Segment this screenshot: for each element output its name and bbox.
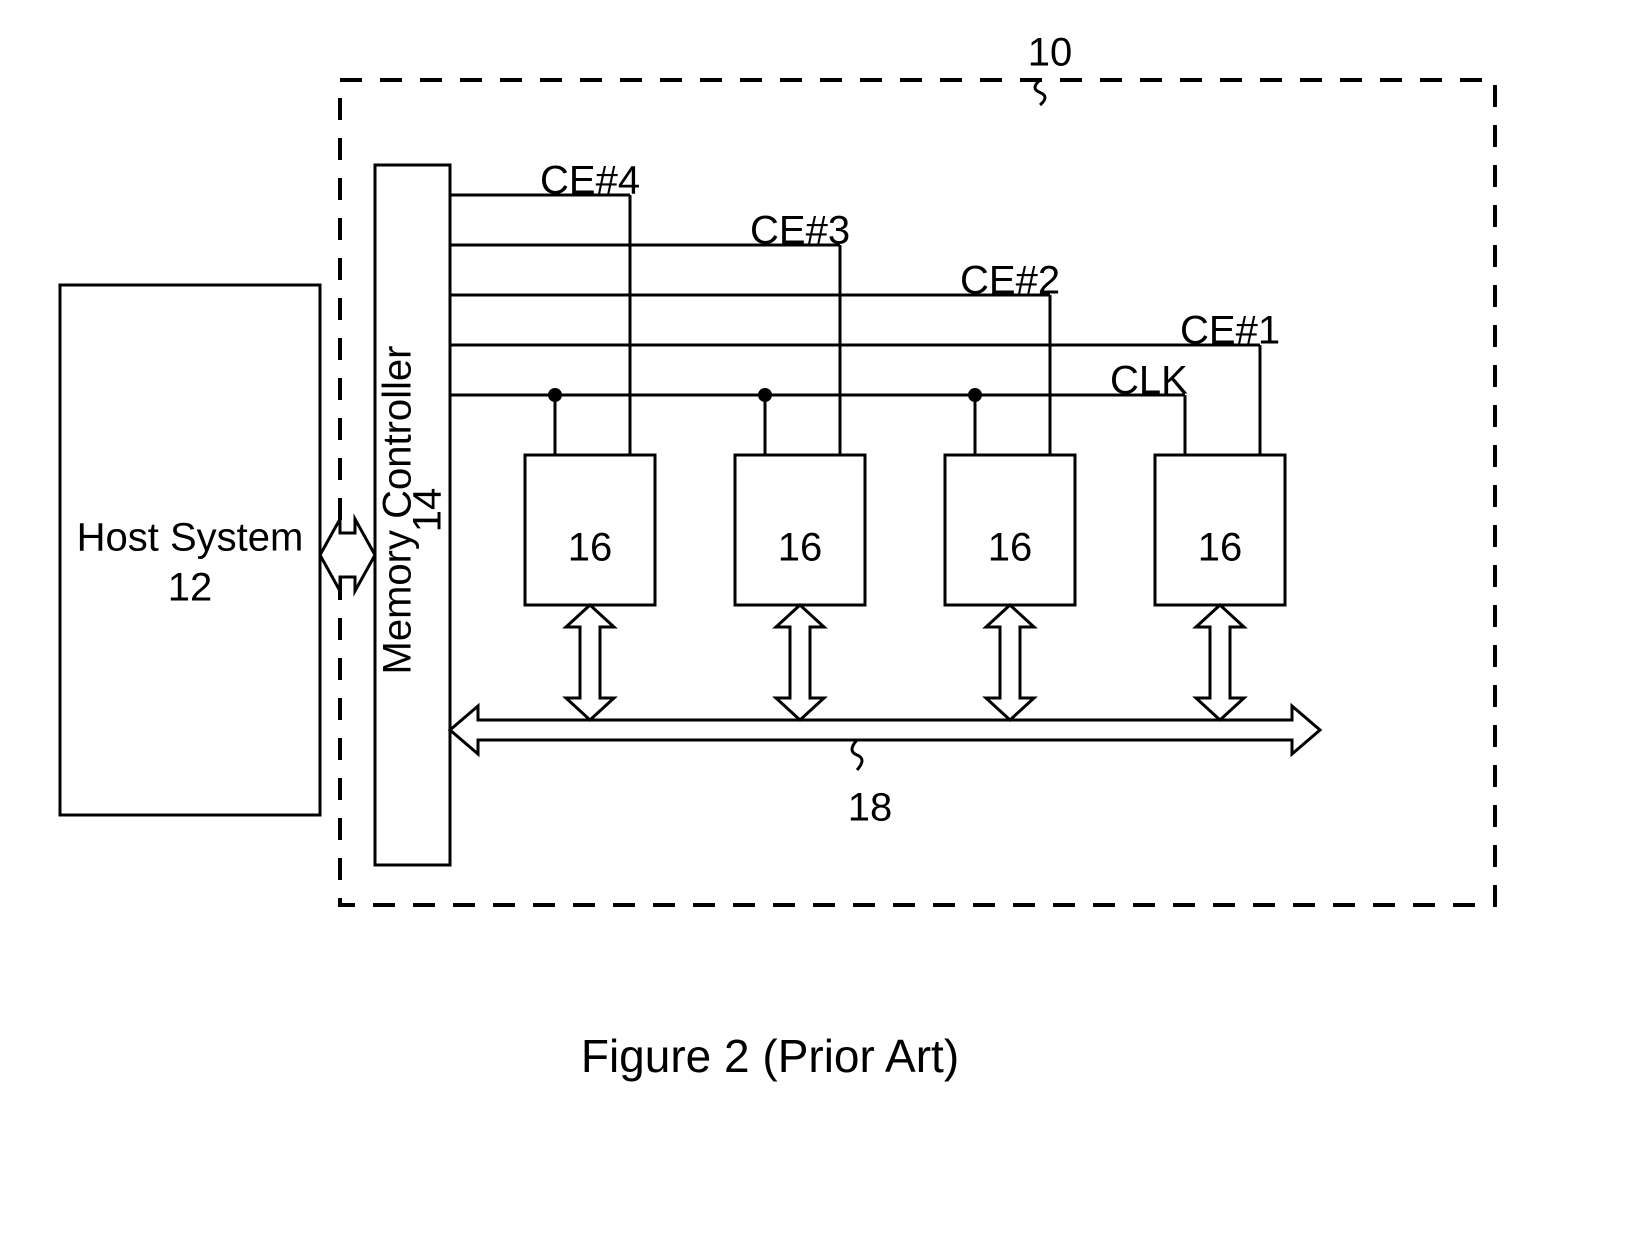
chip-1-bus-arrow [566, 605, 614, 720]
clk-junction-2 [758, 388, 772, 402]
clk-junction-3 [968, 388, 982, 402]
host-ref: 12 [168, 566, 213, 610]
path [1035, 80, 1045, 105]
controller-ref: 14 [406, 488, 450, 533]
path [852, 740, 862, 770]
ce1-label: CE#1 [1180, 309, 1280, 353]
clk-label: CLK [1110, 359, 1188, 403]
ce2-label: CE#2 [960, 259, 1060, 303]
figure-caption: Figure 2 (Prior Art) [581, 1030, 959, 1082]
chip-3-bus-arrow [986, 605, 1034, 720]
memory-chip-4-label: 16 [1198, 526, 1243, 570]
clk-junction-1 [548, 388, 562, 402]
bus-ref-label: 18 [848, 786, 893, 830]
ce3-label: CE#3 [750, 209, 850, 253]
memory-chip-1-label: 16 [568, 526, 613, 570]
ce4-label: CE#4 [540, 159, 640, 203]
memory-chip-3-label: 16 [988, 526, 1033, 570]
host-controller-bus-arrow [320, 519, 375, 591]
host-title: Host System [77, 516, 304, 560]
chip-4-bus-arrow [1196, 605, 1244, 720]
memory-chip-2-label: 16 [778, 526, 823, 570]
chip-2-bus-arrow [776, 605, 824, 720]
system-ref-label: 10 [1028, 31, 1073, 75]
system-boundary [340, 80, 1495, 905]
